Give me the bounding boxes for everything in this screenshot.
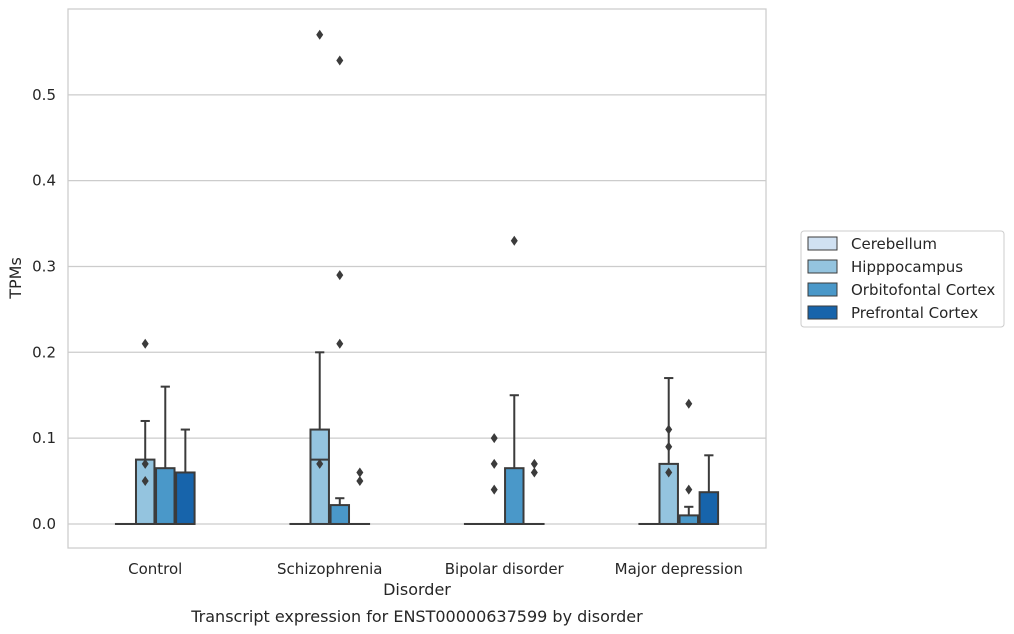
box-orbitofontal-cortex	[155, 385, 176, 525]
box-prefrontal-cortex	[175, 428, 196, 525]
outlier-marker	[141, 476, 149, 487]
box-hipppocampus	[134, 338, 156, 525]
box-prefrontal-cortex	[698, 454, 720, 525]
box-iqr	[134, 458, 156, 525]
outlier-marker	[530, 467, 538, 478]
legend: Cerebellum Hipppocampus Orbitofontal Corte…	[800, 230, 1005, 328]
legend-label: Cerebellum	[851, 235, 937, 253]
x-axis-label: Disorder	[383, 580, 451, 599]
outlier-marker	[316, 29, 324, 40]
box-prefrontal-cortex	[349, 467, 371, 525]
y-tick-label: 0.5	[32, 86, 56, 104]
box-iqr	[698, 491, 720, 525]
y-axis-ticks: 0.0 0.1 0.2 0.3 0.4 0.5	[32, 86, 56, 533]
box-iqr	[155, 467, 176, 525]
outlier-marker	[141, 338, 149, 349]
box-iqr	[504, 467, 525, 525]
outlier-marker	[490, 458, 498, 469]
legend-label: Orbitofontal Cortex	[851, 281, 995, 299]
chart-caption: Transcript expression for ENST0000063759…	[190, 607, 643, 626]
legend-label: Hipppocampus	[851, 258, 963, 276]
x-tick-label: Major depression	[615, 560, 743, 578]
box-hipppocampus	[483, 433, 505, 525]
outlier-marker	[510, 235, 518, 246]
box-iqr	[678, 514, 700, 525]
box-orbitofontal-cortex	[504, 235, 525, 525]
box-series	[114, 29, 720, 525]
legend-swatch	[807, 259, 838, 274]
legend-swatch	[807, 305, 838, 320]
y-tick-label: 0.4	[32, 172, 56, 190]
outlier-marker	[356, 467, 364, 478]
y-tick-label: 0.1	[32, 429, 56, 447]
box-hipppocampus	[658, 377, 679, 525]
outlier-marker	[685, 484, 693, 495]
box-iqr	[329, 504, 351, 525]
x-tick-label: Bipolar disorder	[445, 560, 565, 578]
gridlines	[68, 94, 766, 525]
legend-swatch	[807, 236, 838, 251]
y-tick-label: 0.0	[32, 515, 56, 533]
legend-label: Prefrontal Cortex	[851, 304, 978, 322]
x-tick-label: Schizophrenia	[277, 560, 382, 578]
box-iqr	[175, 471, 196, 525]
outlier-marker	[141, 458, 149, 469]
box-prefrontal-cortex	[524, 458, 545, 525]
outlier-marker	[665, 467, 673, 478]
x-axis-ticks: Control Schizophrenia Bipolar disorder Majo…	[128, 560, 743, 578]
outlier-marker	[316, 458, 324, 469]
outlier-marker	[490, 484, 498, 495]
y-tick-label: 0.2	[32, 343, 56, 361]
box-orbitofontal-cortex	[329, 55, 351, 525]
y-axis-label: TPMs	[6, 257, 25, 300]
outlier-marker	[336, 338, 344, 349]
box-hipppocampus	[309, 29, 330, 525]
outlier-marker	[490, 433, 498, 444]
legend-swatch	[807, 282, 838, 297]
outlier-marker	[356, 476, 364, 487]
outlier-marker	[336, 270, 344, 281]
outlier-marker	[336, 55, 344, 66]
outlier-marker	[665, 441, 673, 452]
outlier-marker	[685, 398, 693, 409]
y-tick-label: 0.3	[32, 257, 56, 275]
outlier-marker	[665, 424, 673, 435]
box-orbitofontal-cortex	[678, 398, 700, 525]
plot-frame	[67, 8, 767, 549]
x-tick-label: Control	[128, 560, 182, 578]
outlier-marker	[530, 458, 538, 469]
legend-frame	[800, 230, 1005, 328]
box-iqr	[309, 428, 330, 525]
